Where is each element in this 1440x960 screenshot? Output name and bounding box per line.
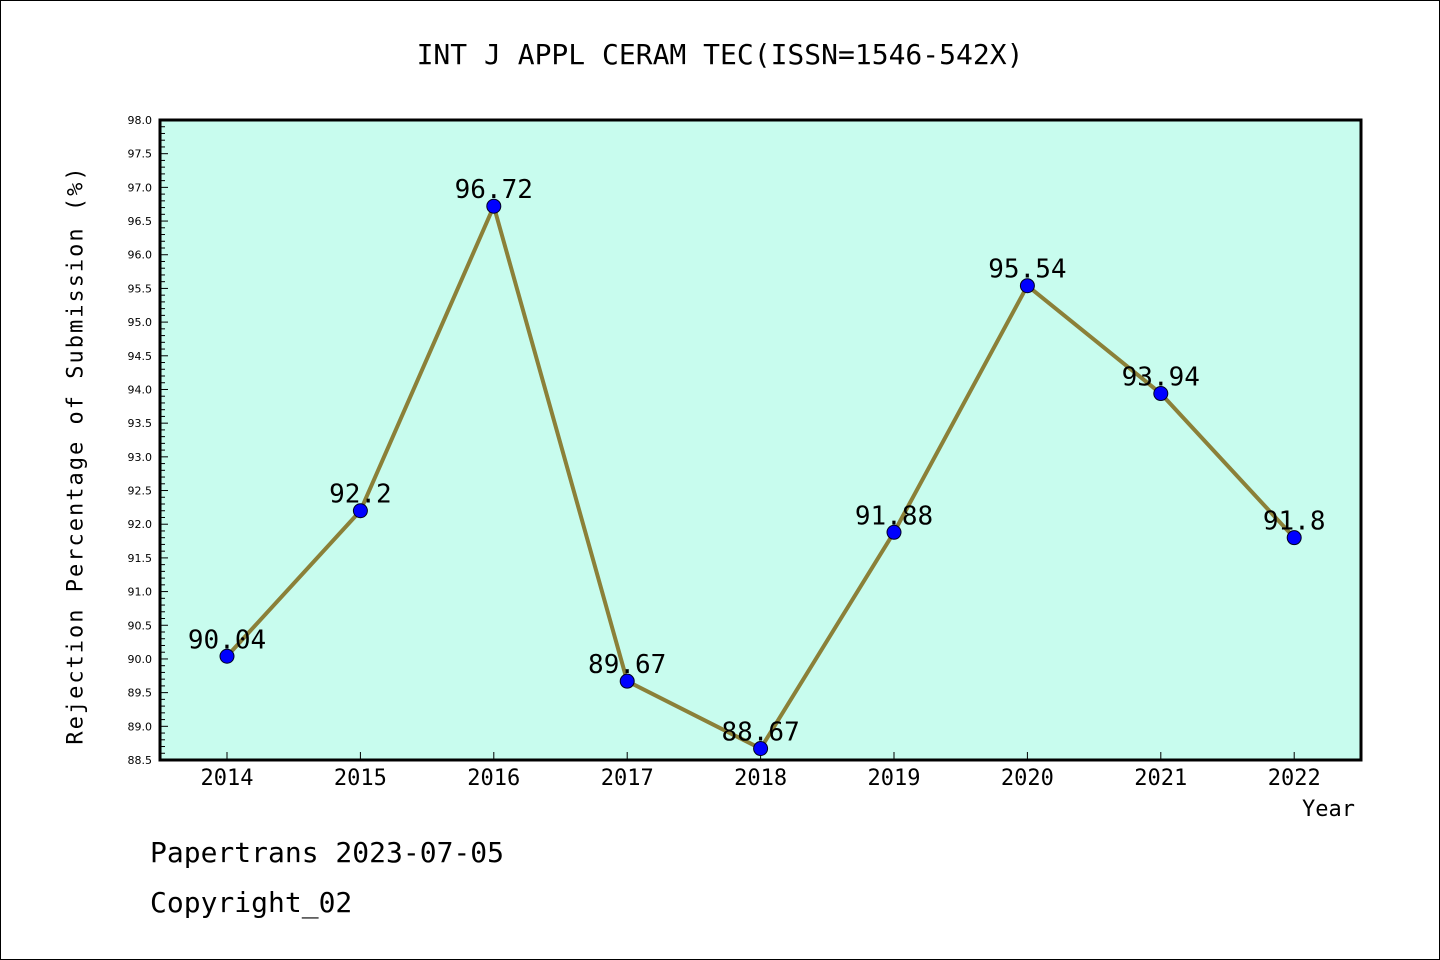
data-point [486, 198, 502, 214]
x-tick-label: 2019 [868, 766, 921, 791]
x-tick-label: 2022 [1268, 766, 1321, 791]
data-label: 93.94 [1122, 363, 1200, 393]
data-point [352, 503, 368, 519]
data-point [1019, 278, 1035, 294]
y-tick-label: 90.5 [128, 619, 153, 632]
x-axis: 2014 2015 2016 2017 2018 2019 2020 2021 2022 [201, 752, 1321, 791]
x-tick-label: 2018 [734, 766, 787, 791]
y-tick-label: 96.5 [128, 215, 153, 228]
x-axis-label: Year [1302, 797, 1355, 822]
data-label: 89.67 [588, 650, 666, 680]
x-tick-label: 2016 [467, 766, 520, 791]
y-tick-label: 93.0 [128, 451, 153, 464]
series: 90.04 92.2 96.72 89.67 88.67 91.88 95.54 93.94 9… [188, 175, 1326, 757]
y-tick-label: 89.5 [128, 687, 153, 700]
y-tick-label: 90.0 [128, 653, 153, 666]
data-point [753, 741, 769, 757]
data-label: 90.04 [188, 625, 266, 655]
data-label: 91.8 [1263, 507, 1326, 537]
x-tick-label: 2015 [334, 766, 387, 791]
x-tick-label: 2020 [1001, 766, 1054, 791]
data-label: 88.67 [721, 718, 799, 748]
y-tick-label: 92.5 [128, 485, 153, 498]
data-point [619, 673, 635, 689]
x-tick-label: 2017 [601, 766, 654, 791]
data-point [219, 648, 235, 664]
data-point [1153, 386, 1169, 402]
y-tick-label: 97.5 [128, 148, 153, 161]
x-tick-label: 2014 [201, 766, 254, 791]
x-tick-label: 2021 [1134, 766, 1187, 791]
y-tick-label: 94.0 [128, 383, 153, 396]
y-tick-label: 96.0 [128, 249, 153, 262]
y-tick-label: 95.5 [128, 282, 153, 295]
plot-border [158, 118, 1363, 762]
y-axis: 88.5 89.0 89.5 90.0 90.5 91.0 91.5 92.0 92.5 93.0… [128, 114, 168, 767]
y-tick-label: 97.0 [128, 181, 153, 194]
data-label: 92.2 [329, 480, 392, 510]
y-tick-label: 91.0 [128, 586, 153, 599]
y-tick-label: 91.5 [128, 552, 153, 565]
data-point [1286, 530, 1302, 546]
data-label: 95.54 [988, 255, 1066, 285]
data-point [886, 524, 902, 540]
y-tick-label: 89.0 [128, 720, 153, 733]
data-label: 96.72 [455, 175, 533, 205]
plot-area [160, 120, 1361, 760]
data-label: 91.88 [855, 501, 933, 531]
chart-title: INT J APPL CERAM TEC(ISSN=1546-542X) [416, 38, 1024, 71]
y-tick-label: 95.0 [128, 316, 153, 329]
footer-copyright: Copyright_02 [150, 886, 353, 919]
footer-date: Papertrans 2023-07-05 [150, 836, 505, 869]
y-tick-label: 94.5 [128, 350, 153, 363]
y-tick-label: 88.5 [128, 754, 153, 767]
y-tick-label: 93.5 [128, 417, 153, 430]
y-tick-label: 92.0 [128, 518, 153, 531]
y-tick-label: 98.0 [128, 114, 153, 127]
